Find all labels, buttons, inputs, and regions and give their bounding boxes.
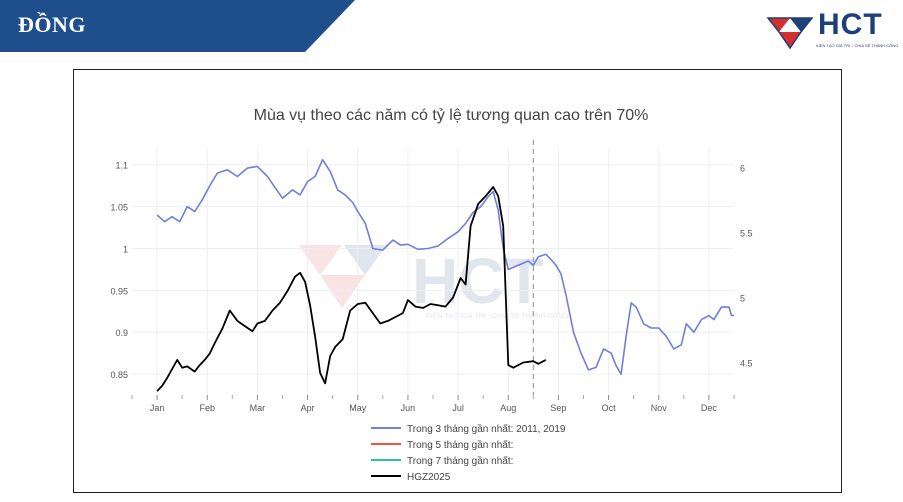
company-logo: HCT KIẾN TẠO GIÁ TRỊ – CHIA SẺ THÀNH CÔN… bbox=[766, 8, 899, 52]
y-left-tick-label: 0.95 bbox=[110, 286, 128, 296]
page-title: ĐỒNG bbox=[18, 12, 86, 37]
x-tick-label: Mar bbox=[250, 403, 266, 413]
x-tick-label: Feb bbox=[199, 403, 215, 413]
header-banner: ĐỒNG bbox=[0, 0, 903, 52]
banner-background bbox=[0, 0, 355, 52]
x-tick-label: Oct bbox=[602, 403, 617, 413]
y-axis-left: 0.85 0.9 0.95 1 1.05 1.1 bbox=[110, 161, 128, 380]
x-tick-label: Dec bbox=[701, 403, 718, 413]
chart-frame: HCT KIẾN TẠO GIÁ TRỊ - CHIA SẺ THÀNH CÔN… bbox=[73, 69, 842, 493]
x-tick-label: Apr bbox=[301, 403, 315, 413]
y-left-tick-label: 0.9 bbox=[115, 328, 128, 338]
y-right-tick-label: 6 bbox=[740, 164, 745, 174]
y-right-tick-label: 5.5 bbox=[740, 229, 753, 239]
logo-diamond-icon bbox=[766, 17, 814, 50]
y-axis-right: 4.5 5 5.5 6 bbox=[740, 164, 753, 369]
x-tick-label: Sep bbox=[550, 403, 566, 413]
x-tick-label: Jul bbox=[452, 403, 464, 413]
x-tick-label: Nov bbox=[651, 403, 668, 413]
logo-tagline: KIẾN TẠO GIÁ TRỊ – CHIA SẺ THÀNH CÔNG bbox=[816, 43, 899, 48]
chart-series bbox=[156, 158, 734, 392]
x-tick-label: Jan bbox=[150, 403, 165, 413]
legend-label: Trong 5 tháng gần nhất: bbox=[407, 439, 513, 451]
logo-text: HCT bbox=[818, 8, 883, 41]
y-left-tick-label: 1.05 bbox=[110, 203, 128, 213]
watermark-text: HCT bbox=[412, 245, 544, 317]
watermark-tagline: KIẾN TẠO GIÁ TRỊ - CHIA SẺ THÀNH CÔNG bbox=[426, 310, 568, 320]
chart-title: Mùa vụ theo các năm có tỷ lệ tương quan … bbox=[254, 107, 649, 124]
x-axis: Jan Feb Mar Apr May Jun Jul Aug Sep Oct Nov Dec bbox=[131, 395, 735, 413]
y-right-tick-label: 5 bbox=[740, 294, 745, 304]
x-tick-label: Aug bbox=[500, 403, 516, 413]
legend-label: Trong 7 tháng gần nhất: bbox=[407, 455, 513, 467]
seasonality-chart: HCT KIẾN TẠO GIÁ TRỊ - CHIA SẺ THÀNH CÔN… bbox=[110, 107, 753, 483]
banner-shape bbox=[0, 0, 355, 52]
y-left-tick-label: 0.85 bbox=[110, 370, 128, 380]
series-line bbox=[156, 186, 547, 392]
x-tick-label: May bbox=[349, 403, 367, 413]
series-line bbox=[156, 158, 734, 375]
legend-label: HGZ2025 bbox=[407, 472, 451, 483]
y-left-tick-label: 1 bbox=[123, 244, 128, 254]
legend-label: Trong 3 tháng gần nhất: 2011, 2019 bbox=[407, 423, 566, 435]
y-left-tick-label: 1.1 bbox=[115, 161, 128, 171]
chart-legend: Trong 3 tháng gần nhất: 2011, 2019 Trong … bbox=[371, 423, 566, 483]
watermark: HCT KIẾN TẠO GIÁ TRỊ - CHIA SẺ THÀNH CÔN… bbox=[299, 245, 568, 320]
y-right-tick-label: 4.5 bbox=[740, 359, 753, 369]
chart-grid bbox=[132, 148, 734, 395]
x-tick-label: Jun bbox=[401, 403, 416, 413]
